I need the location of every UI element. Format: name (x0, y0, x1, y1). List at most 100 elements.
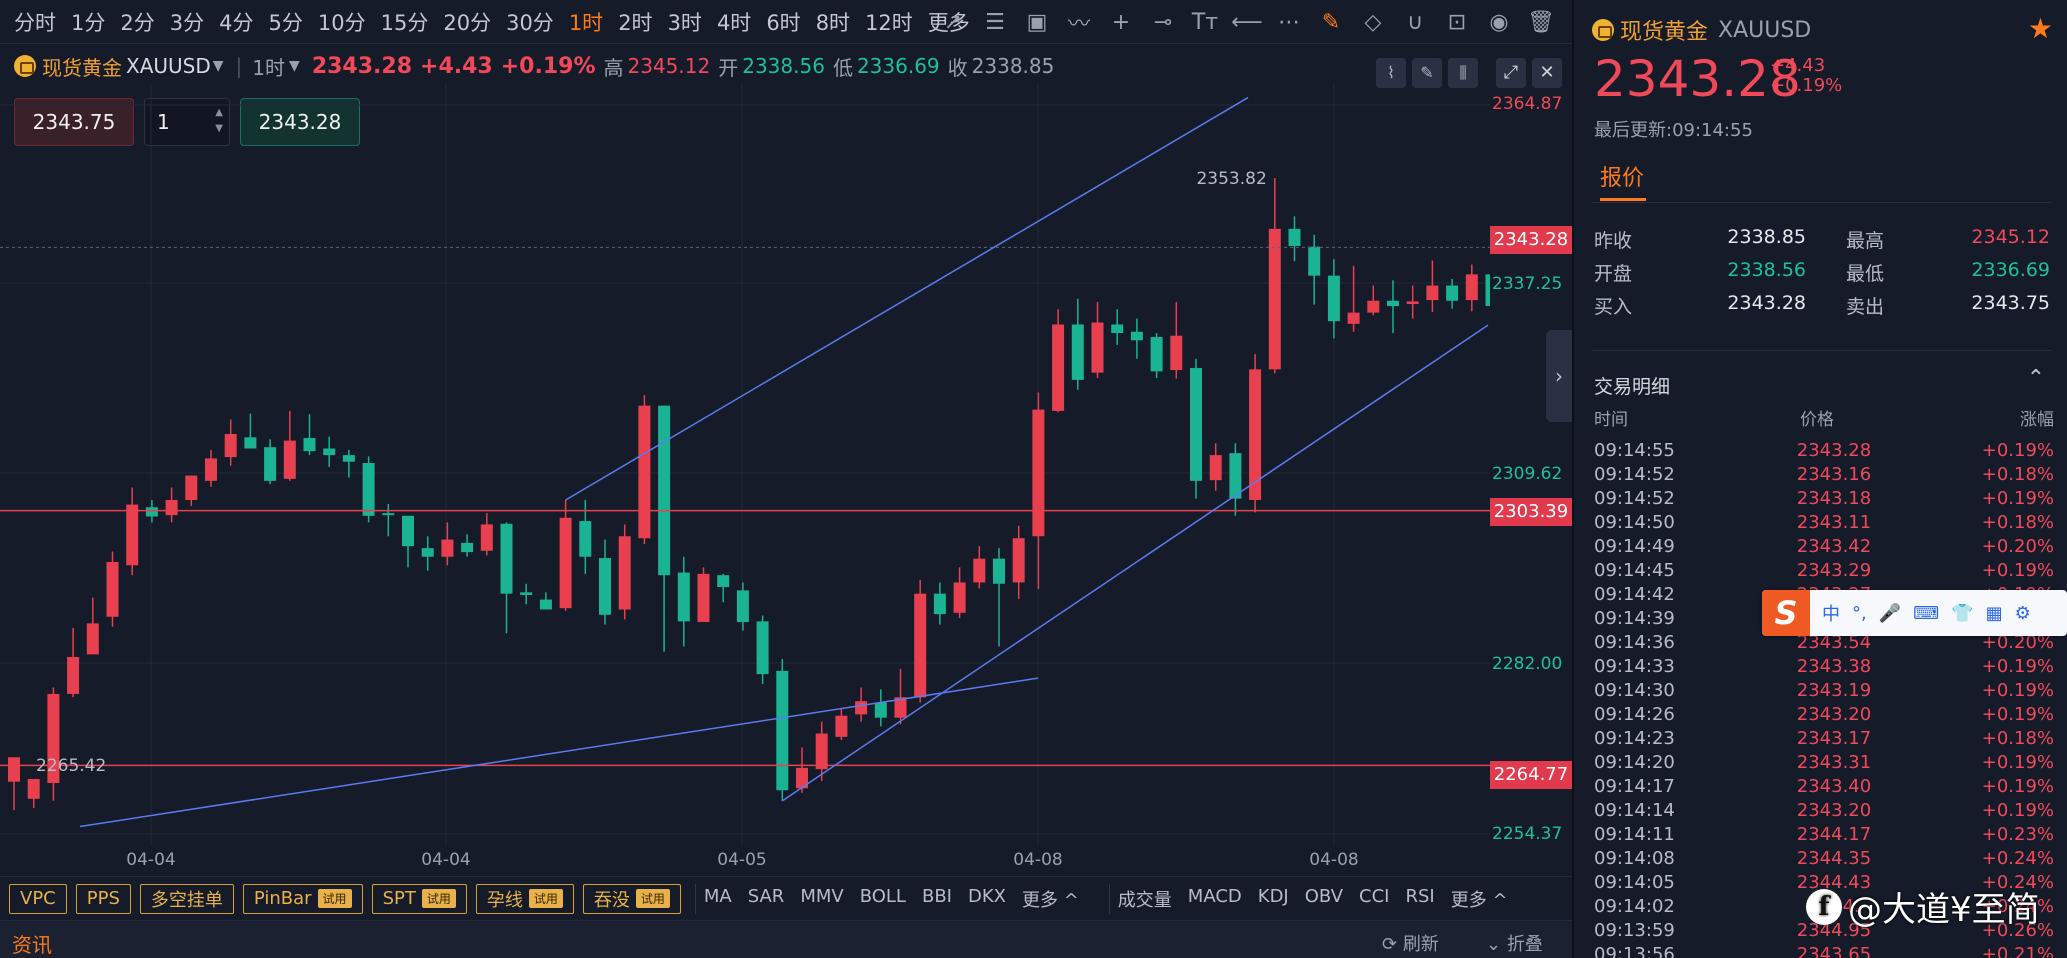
indicator-item[interactable]: DKX (967, 885, 1006, 907)
timeframe-10[interactable]: 1时 (568, 11, 604, 35)
settings-icon[interactable]: ⚙ (2014, 602, 2031, 624)
timeframe-11[interactable]: 2时 (618, 11, 653, 35)
quantity-input[interactable]: 1 ▲ ▼ (144, 98, 230, 146)
microphone-icon[interactable]: 🎤 (1878, 602, 1902, 624)
strategy-tag[interactable]: 多空挂单 (139, 883, 234, 914)
indicator-item[interactable]: OBV (1304, 885, 1344, 907)
candle-style-icon[interactable]: ⫼ (1448, 58, 1478, 88)
magnet-icon[interactable]: ∪ (1406, 9, 1424, 35)
strategy-tag[interactable]: SPT 试用 (371, 883, 467, 914)
fib-tool-icon[interactable]: ☰ (985, 9, 1005, 35)
refresh-button[interactable]: ⟳ 刷新 (1382, 930, 1439, 956)
buy-button[interactable]: 2343.28 (240, 98, 360, 146)
tab-underline (1600, 198, 1646, 201)
indicator-item[interactable]: CCI (1359, 885, 1390, 907)
expand-icon[interactable]: ⤢ (1496, 58, 1526, 88)
chart-type-icon[interactable]: ⌇ (1376, 58, 1406, 88)
tab-quote[interactable]: 报价 (1600, 166, 1645, 191)
indicator-item[interactable]: MACD (1187, 885, 1242, 907)
trade-change: +0.19% (1981, 440, 2054, 461)
timeframe-17[interactable]: 更多 (927, 11, 970, 35)
timeframe-15[interactable]: 8时 (815, 11, 851, 35)
strategy-tag[interactable]: 吞没 试用 (582, 883, 681, 914)
timeframe-7[interactable]: 15分 (380, 11, 429, 35)
image-icon[interactable]: ▣ (1026, 9, 1048, 35)
candle-body (1465, 274, 1478, 301)
quantity-stepper-icon[interactable]: ▲ ▼ (215, 107, 223, 134)
eye-icon[interactable]: ◉ (1489, 9, 1509, 35)
ray-tool-icon[interactable]: ⟵ (1231, 9, 1263, 35)
open-value: 2338.56 (742, 54, 825, 78)
fold-button[interactable]: ⌄ 折叠 (1486, 930, 1543, 956)
symbol-name[interactable]: 现货黄金 (42, 55, 122, 80)
close-icon[interactable]: ✕ (1532, 58, 1562, 88)
timeframe-16[interactable]: 12时 (865, 11, 913, 35)
axis-label: 2309.62 (1492, 464, 1563, 484)
indicator-item[interactable]: RSI (1405, 885, 1435, 907)
symbol-dropdown-icon[interactable]: ▼ (212, 58, 224, 74)
collapse-side-icon[interactable]: › (1546, 330, 1572, 422)
indicator-item[interactable]: 更多 ^ (1450, 889, 1508, 911)
favorite-star-icon[interactable]: ★ (2027, 12, 2053, 45)
wave-tool-icon[interactable]: 〰 (1067, 12, 1090, 37)
candle-body (1426, 285, 1439, 301)
drawing-tools: ↗ ☰ ▣ 〰 + ⊸ Tт ⟵ ⋯ ✎ ◇ ∪ ⊡ ◉ 🗑 (932, 0, 1562, 44)
trash-icon[interactable]: 🗑 (1527, 9, 1555, 35)
crosshair-icon[interactable]: + (1111, 9, 1131, 35)
horizontal-line-icon[interactable]: ⊸ (1153, 9, 1173, 35)
text-tool-icon[interactable]: Tт (1191, 9, 1219, 35)
timeframe-6[interactable]: 10分 (317, 11, 366, 35)
quote-side-panel: 现货黄金 XAUUSD ★ 2343.28 +4.43 +0.19% 最后更新:… (1572, 0, 2067, 958)
trade-row: 09:14:36 2343.54 +0.20% (1594, 632, 2054, 656)
timeframe-1[interactable]: 1分 (71, 11, 106, 35)
timeframe-5[interactable]: 5分 (268, 11, 303, 35)
indicator-item[interactable]: KDJ (1257, 885, 1289, 907)
timeframe-12[interactable]: 3时 (667, 11, 702, 35)
skin-icon[interactable]: 👕 (1951, 602, 1974, 624)
strategy-tags: VPC PPS 多空挂单 PinBar 试用 SPT 试用 孕线 试用 吞没 试用 (0, 883, 681, 914)
trade-price: 2343.65 (1796, 944, 1872, 958)
symbol-code[interactable]: XAUUSD (126, 54, 211, 78)
toolbox-icon[interactable]: ▦ (1985, 602, 2003, 624)
eraser-icon[interactable]: ◇ (1364, 9, 1382, 35)
keyboard-icon[interactable]: ⌨ (1913, 602, 1940, 624)
timeframe-0[interactable]: 分时 (14, 11, 56, 35)
punctuation-icon[interactable]: °, (1852, 602, 1867, 624)
indicator-item[interactable]: SAR (747, 885, 785, 907)
timeframe-8[interactable]: 20分 (443, 11, 492, 35)
indicator-item[interactable]: 成交量 (1117, 889, 1172, 911)
timeframe-14[interactable]: 6时 (766, 11, 801, 35)
trend-line-icon[interactable]: ↗ (943, 9, 963, 35)
strategy-tag[interactable]: 孕线 试用 (475, 883, 574, 914)
indicator-item[interactable]: MMV (800, 885, 844, 907)
ime-mode[interactable]: 中 (1822, 604, 1840, 625)
timeframe-4[interactable]: 4分 (219, 11, 254, 35)
more-tools-icon[interactable]: ⋯ (1278, 9, 1300, 35)
peak-annotation: 2353.82 (1196, 169, 1266, 189)
edit-icon[interactable]: ✎ (1321, 9, 1341, 35)
timeframe-9[interactable]: 30分 (506, 11, 554, 35)
strategy-tag[interactable]: PPS (75, 883, 131, 914)
side-change-pct: +0.19% (1770, 75, 1843, 96)
chevron-up-icon[interactable]: ⌃ (2026, 366, 2045, 391)
interval-dropdown-icon[interactable]: ▼ (289, 58, 300, 74)
sell-button[interactable]: 2343.75 (14, 98, 134, 146)
news-label[interactable]: 资讯 (12, 933, 52, 957)
chart-edit-icon[interactable]: ✎ (1412, 58, 1442, 88)
sogou-logo[interactable]: S (1762, 590, 1810, 636)
trade-row: 09:14:08 2344.35 +0.24% (1594, 848, 2054, 872)
indicator-item[interactable]: BBI (921, 885, 952, 907)
candlestick-chart[interactable]: 2353.82 2265.42 (0, 84, 1490, 846)
price-change: +4.43 (420, 53, 493, 79)
strategy-tag[interactable]: PinBar 试用 (242, 883, 363, 914)
lock-icon[interactable]: ⊡ (1447, 9, 1467, 35)
indicator-item[interactable]: BOLL (859, 885, 906, 907)
strategy-tag[interactable]: VPC (9, 883, 67, 914)
timeframe-3[interactable]: 3分 (169, 11, 205, 35)
timeframe-13[interactable]: 4时 (716, 11, 752, 35)
candle-body (1229, 453, 1242, 499)
indicator-item[interactable]: 更多 ^ (1021, 889, 1079, 911)
interval-label[interactable]: 1时 (252, 55, 286, 80)
timeframe-2[interactable]: 2分 (120, 11, 155, 35)
indicator-item[interactable]: MA (703, 885, 732, 907)
